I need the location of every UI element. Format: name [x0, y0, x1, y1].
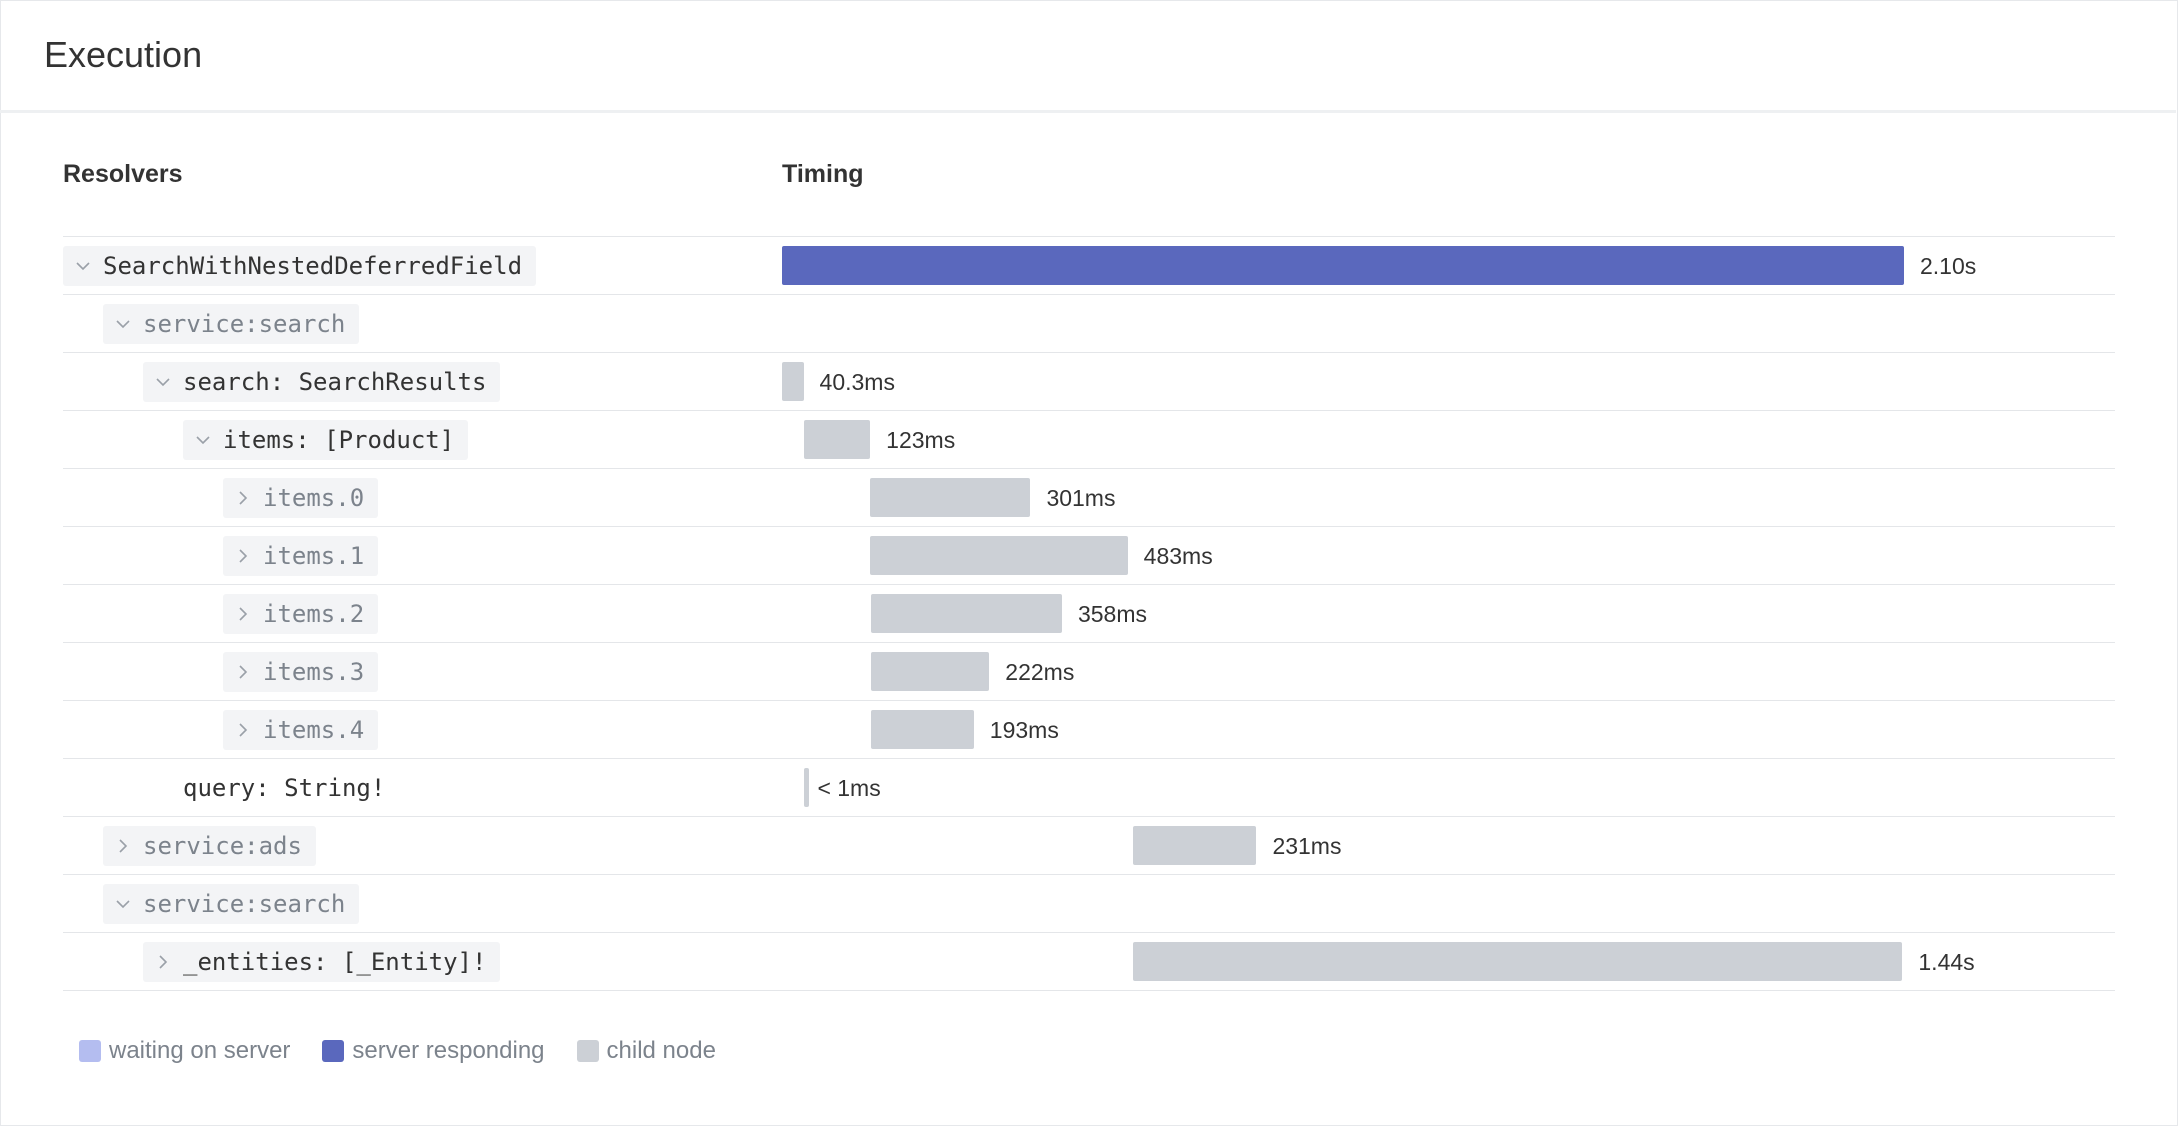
legend-item: child node [576, 1037, 716, 1065]
timing-bar [1133, 826, 1257, 865]
legend-item: server responding [322, 1037, 545, 1065]
duration-label: 1.44s [1918, 949, 1975, 975]
duration-label: 483ms [1143, 543, 1213, 569]
panel-header: Execution [0, 0, 2176, 113]
chevron[interactable] [75, 258, 91, 274]
resolver-row: _entities: [_Entity]! 1.44s [63, 932, 2115, 991]
resolver-row: items.1 483ms [63, 526, 2115, 585]
resolver-label[interactable]: SearchWithNestedDeferredField [63, 246, 537, 286]
resolver-label[interactable]: service:search [103, 304, 360, 344]
chevron[interactable] [115, 896, 131, 912]
chevron[interactable] [235, 548, 251, 564]
legend-swatch [576, 1040, 599, 1062]
resolver-row: service:search [63, 874, 2115, 933]
row-divider [63, 990, 2115, 991]
chevron[interactable] [235, 664, 251, 680]
chevron[interactable] [115, 838, 131, 854]
resolver-label[interactable]: search: SearchResults [143, 362, 501, 402]
resolver-label[interactable]: items: [Product] [183, 420, 469, 460]
resolver-row: items.4 193ms [63, 700, 2115, 759]
column-header: Resolvers [63, 160, 183, 188]
legend-label: child node [606, 1037, 716, 1064]
duration-label: 301ms [1046, 485, 1116, 511]
duration-label: 231ms [1272, 833, 1342, 859]
resolver-label[interactable]: items.1 [223, 536, 379, 576]
legend-item: waiting on server [79, 1037, 290, 1065]
resolver-row: items.0 301ms [63, 468, 2115, 527]
timing-bar [804, 768, 810, 807]
chevron[interactable] [155, 954, 171, 970]
resolver-label[interactable]: service:search [103, 884, 360, 924]
timing-bar [870, 652, 990, 691]
resolver-row: items.2 358ms [63, 584, 2115, 643]
legend-label: waiting on server [109, 1037, 291, 1064]
chevron[interactable] [235, 490, 251, 506]
resolver-label: query: String! [183, 774, 386, 802]
resolver-label[interactable]: items.4 [223, 710, 379, 750]
timing-bar [782, 246, 1904, 285]
chevron[interactable] [195, 432, 211, 448]
chevron[interactable] [115, 316, 131, 332]
timing-bar [870, 710, 974, 749]
resolver-row: query: String! < 1ms [63, 758, 2115, 817]
duration-label: 123ms [886, 427, 956, 453]
duration-label: 193ms [989, 717, 1059, 743]
duration-label: < 1ms [817, 775, 881, 801]
duration-label: 222ms [1005, 659, 1075, 685]
resolver-label[interactable]: _entities: [_Entity]! [143, 942, 501, 982]
duration-label: 358ms [1077, 601, 1147, 627]
resolver-row: items: [Product] 123ms [63, 410, 2115, 469]
resolver-row: service:ads 231ms [63, 816, 2115, 875]
chevron[interactable] [155, 374, 171, 390]
timing-bar [1133, 942, 1903, 981]
timing-bar [870, 594, 1062, 633]
chevron[interactable] [235, 722, 251, 738]
legend-swatch [322, 1040, 345, 1062]
legend-swatch [79, 1040, 101, 1062]
resolver-label[interactable]: service:ads [103, 826, 316, 866]
legend-label: server responding [352, 1037, 545, 1064]
timing-bar [804, 420, 871, 459]
resolver-label[interactable]: items.3 [223, 652, 379, 692]
resolver-row: service:search [63, 294, 2115, 353]
resolver-row: search: SearchResults 40.3ms [63, 352, 2115, 411]
column-header: Timing [782, 160, 864, 188]
duration-label: 40.3ms [819, 369, 895, 395]
duration-label: 2.10s [1920, 253, 1977, 279]
timing-bar [869, 536, 1128, 575]
timing-bar [869, 478, 1031, 517]
resolver-label[interactable]: items.2 [223, 594, 379, 634]
chevron[interactable] [235, 606, 251, 622]
resolver-row: SearchWithNestedDeferredField 2.10s [63, 236, 2115, 295]
resolver-label[interactable]: items.0 [223, 478, 379, 518]
resolver-row: items.3 222ms [63, 642, 2115, 701]
timing-bar [782, 362, 804, 401]
title: Execution [44, 34, 203, 75]
